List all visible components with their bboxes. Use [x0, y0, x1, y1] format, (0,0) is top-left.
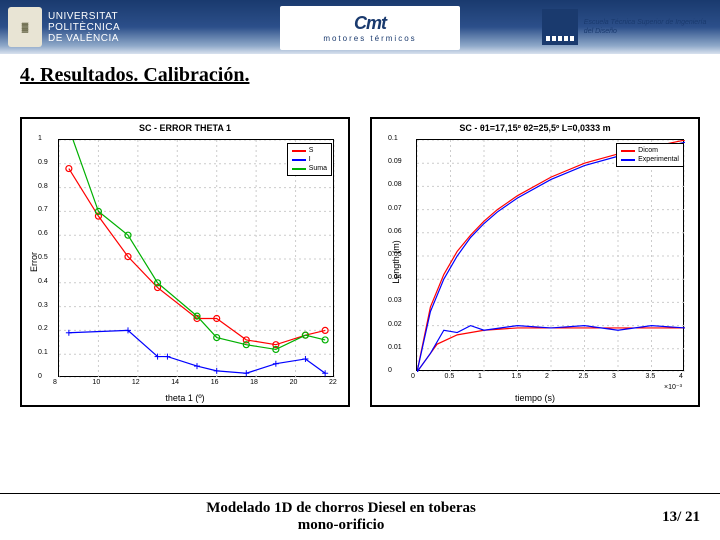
etsid-logo: Escuela Técnica Superior de Ingeniería d… [542, 4, 712, 50]
charts-area: SC - ERROR THETA 1Errortheta 1 (º)810121… [0, 97, 720, 407]
chart-title: SC - θ1=17,15º θ2=25,5º L=0,0333 m [372, 123, 698, 133]
upv-logo: ▓ UNIVERSITAT POLITÈCNICA DE VALÈNCIA [8, 7, 120, 47]
upv-badge-icon: ▓ [8, 7, 42, 47]
upv-line2: POLITÈCNICA [48, 22, 120, 33]
cmt-main: Cmt [354, 13, 386, 34]
upv-line3: DE VALÈNCIA [48, 33, 120, 44]
etsid-icon [542, 9, 578, 45]
footer-title: Modelado 1D de chorros Diesel en toberas… [20, 500, 662, 534]
chart-title: SC - ERROR THETA 1 [22, 123, 348, 133]
chart-legend: SISuma [287, 143, 332, 176]
x-axis-label: theta 1 (º) [22, 393, 348, 403]
footer-line2: mono-orificio [20, 517, 662, 534]
chart-legend: DicomExperimental [616, 143, 684, 167]
footer-line1: Modelado 1D de chorros Diesel en toberas [20, 500, 662, 517]
page-number: 13/ 21 [662, 509, 700, 526]
footer: Modelado 1D de chorros Diesel en toberas… [0, 493, 720, 540]
chart-right: SC - θ1=17,15º θ2=25,5º L=0,0333 mLength… [370, 117, 700, 407]
chart-left: SC - ERROR THETA 1Errortheta 1 (º)810121… [20, 117, 350, 407]
x-axis-label: tiempo (s) [372, 393, 698, 403]
cmt-sub: motores térmicos [323, 34, 416, 43]
slide-header: ▓ UNIVERSITAT POLITÈCNICA DE VALÈNCIA Cm… [0, 0, 720, 54]
upv-line1: UNIVERSITAT [48, 11, 120, 22]
cmt-logo: Cmt motores térmicos [280, 6, 460, 50]
etsid-text: Escuela Técnica Superior de Ingeniería d… [584, 18, 712, 36]
section-title: 4. Resultados. Calibración. [0, 54, 720, 97]
